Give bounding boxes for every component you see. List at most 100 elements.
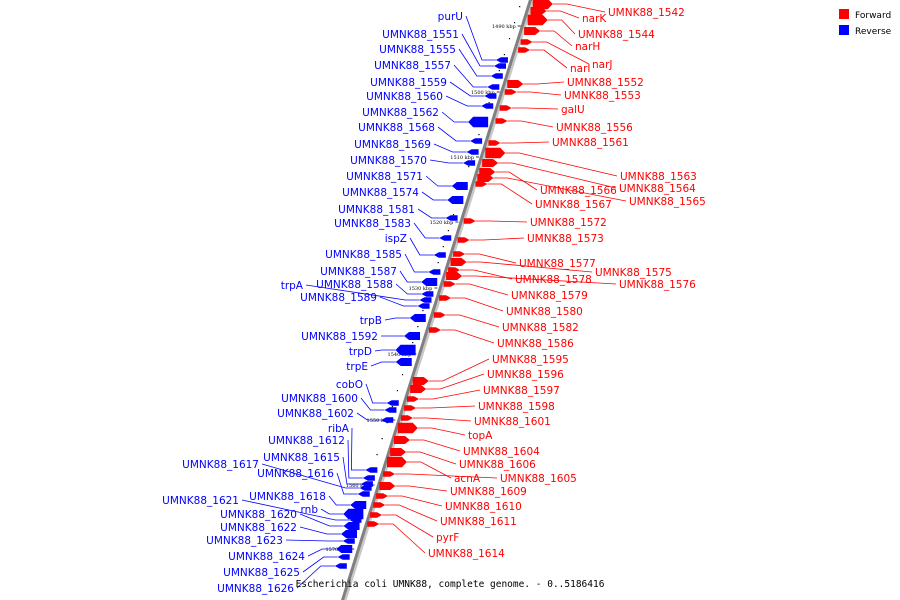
- gene-feature-umnk88-1573[interactable]: [457, 237, 470, 243]
- gene-feature-umnk88-1588[interactable]: [421, 291, 434, 297]
- gene-label-umnk88-1600[interactable]: UMNK88_1600: [281, 393, 358, 405]
- gene-label-umnk88-1609[interactable]: UMNK88_1609: [450, 486, 527, 498]
- gene-label-umnk88-1551[interactable]: UMNK88_1551: [382, 29, 459, 41]
- gene-label-umnk88-1614[interactable]: UMNK88_1614: [428, 548, 505, 560]
- gene-feature-umnk88-1621[interactable]: [349, 517, 362, 523]
- gene-feature-umnk88-1571[interactable]: [451, 182, 468, 190]
- gene-feature-umnk88-1623[interactable]: [342, 538, 355, 544]
- gene-feature-umnk88-1578[interactable]: [448, 267, 461, 273]
- gene-feature-umnk88-1598[interactable]: [404, 405, 417, 411]
- gene-feature-umnk88-1553[interactable]: [504, 89, 517, 95]
- gene-label-umnk88-1574[interactable]: UMNK88_1574: [342, 187, 419, 199]
- gene-label-umnk88-1564[interactable]: UMNK88_1564: [619, 183, 696, 195]
- gene-label-narj[interactable]: narJ: [592, 59, 613, 71]
- gene-label-umnk88-1571[interactable]: UMNK88_1571: [346, 171, 423, 183]
- gene-label-umnk88-1563[interactable]: UMNK88_1563: [620, 171, 697, 183]
- gene-feature-umnk88-1576[interactable]: [446, 272, 463, 280]
- gene-label-umnk88-1577[interactable]: UMNK88_1577: [519, 258, 596, 270]
- gene-feature-nari[interactable]: [518, 47, 531, 53]
- gene-label-umnk88-1622[interactable]: UMNK88_1622: [220, 522, 297, 534]
- gene-label-umnk88-1559[interactable]: UMNK88_1559: [370, 77, 447, 89]
- gene-feature-umnk88-1582[interactable]: [433, 312, 446, 318]
- gene-label-umnk88-1615[interactable]: UMNK88_1615: [263, 452, 340, 464]
- gene-label-umnk88-1575[interactable]: UMNK88_1575: [595, 267, 672, 279]
- gene-feature-umnk88-1616[interactable]: [357, 491, 370, 497]
- gene-feature-umnk88-1585[interactable]: [428, 269, 441, 275]
- gene-label-cobo[interactable]: cobO: [336, 379, 363, 391]
- gene-feature-umnk88-1618[interactable]: [350, 501, 367, 509]
- gene-label-umnk88-1562[interactable]: UMNK88_1562: [362, 107, 439, 119]
- gene-feature-rnb[interactable]: [343, 508, 364, 520]
- gene-label-umnk88-1555[interactable]: UMNK88_1555: [379, 44, 456, 56]
- gene-feature-acna[interactable]: [386, 456, 407, 468]
- gene-feature-umnk88-1596[interactable]: [410, 385, 427, 393]
- gene-feature-umnk88-1579[interactable]: [443, 281, 456, 287]
- gene-label-umnk88-1624[interactable]: UMNK88_1624: [228, 551, 305, 563]
- gene-label-umnk88-1583[interactable]: UMNK88_1583: [334, 218, 411, 230]
- gene-label-umnk88-1595[interactable]: UMNK88_1595: [492, 354, 569, 366]
- gene-feature-umnk88-1570[interactable]: [463, 160, 476, 166]
- gene-feature-umnk88-1577[interactable]: [453, 251, 466, 257]
- gene-feature-cobo[interactable]: [386, 400, 399, 406]
- gene-feature-umnk88-1552[interactable]: [507, 80, 524, 88]
- gene-label-umnk88-1567[interactable]: UMNK88_1567: [535, 199, 612, 211]
- gene-label-umnk88-1616[interactable]: UMNK88_1616: [257, 468, 334, 480]
- gene-feature-umnk88-1609[interactable]: [379, 482, 396, 490]
- gene-feature-trpd[interactable]: [395, 344, 416, 356]
- gene-feature-umnk88-1587[interactable]: [421, 278, 438, 286]
- gene-label-acna[interactable]: acnA: [454, 473, 481, 485]
- gene-feature-umnk88-1624[interactable]: [336, 545, 353, 553]
- gene-label-umnk88-1602[interactable]: UMNK88_1602: [277, 408, 354, 420]
- gene-feature-umnk88-1555[interactable]: [490, 73, 503, 79]
- gene-feature-umnk88-1544[interactable]: [527, 14, 548, 26]
- gene-label-umnk88-1556[interactable]: UMNK88_1556: [556, 122, 633, 134]
- gene-feature-umnk88-1612[interactable]: [362, 475, 375, 481]
- gene-label-pyrf[interactable]: pyrF: [436, 532, 459, 544]
- gene-label-umnk88-1561[interactable]: UMNK88_1561: [552, 137, 629, 149]
- gene-label-umnk88-1589[interactable]: UMNK88_1589: [300, 292, 377, 304]
- gene-label-riba[interactable]: ribA: [328, 423, 350, 435]
- gene-feature-umnk88-1568[interactable]: [470, 138, 483, 144]
- gene-label-umnk88-1592[interactable]: UMNK88_1592: [301, 331, 378, 343]
- gene-label-puru[interactable]: purU: [438, 11, 463, 23]
- gene-label-umnk88-1605[interactable]: UMNK88_1605: [500, 473, 577, 485]
- gene-feature-narj[interactable]: [520, 39, 533, 45]
- gene-label-umnk88-1585[interactable]: UMNK88_1585: [325, 249, 402, 261]
- gene-label-umnk88-1621[interactable]: UMNK88_1621: [162, 495, 239, 507]
- gene-label-umnk88-1581[interactable]: UMNK88_1581: [338, 204, 415, 216]
- gene-label-rnb[interactable]: rnb: [301, 504, 319, 516]
- gene-label-umnk88-1572[interactable]: UMNK88_1572: [530, 217, 607, 229]
- gene-label-umnk88-1570[interactable]: UMNK88_1570: [350, 155, 427, 167]
- gene-label-umnk88-1588[interactable]: UMNK88_1588: [316, 279, 393, 291]
- gene-label-umnk88-1625[interactable]: UMNK88_1625: [223, 567, 300, 579]
- gene-label-umnk88-1618[interactable]: UMNK88_1618: [249, 491, 326, 503]
- gene-feature-umnk88-1574[interactable]: [447, 196, 464, 204]
- gene-feature-umnk88-1626[interactable]: [334, 563, 347, 569]
- gene-label-trpa[interactable]: trpA: [281, 280, 304, 292]
- gene-label-umnk88-1553[interactable]: UMNK88_1553: [564, 90, 641, 102]
- gene-feature-umnk88-1563[interactable]: [485, 147, 506, 159]
- gene-feature-umnk88-1556[interactable]: [495, 118, 508, 124]
- gene-feature-umnk88-1589[interactable]: [417, 303, 430, 309]
- gene-feature-umnk88-1620[interactable]: [343, 522, 360, 530]
- gene-label-umnk88-1620[interactable]: UMNK88_1620: [220, 509, 297, 521]
- gene-feature-umnk88-1601[interactable]: [400, 415, 413, 421]
- gene-label-umnk88-1578[interactable]: UMNK88_1578: [515, 274, 592, 286]
- gene-label-umnk88-1560[interactable]: UMNK88_1560: [366, 91, 443, 103]
- gene-feature-trpe[interactable]: [395, 358, 412, 366]
- gene-feature-pyrf[interactable]: [370, 512, 383, 518]
- legend-item-reverse[interactable]: Reverse: [839, 25, 892, 37]
- gene-label-umnk88-1586[interactable]: UMNK88_1586: [497, 338, 574, 350]
- gene-label-umnk88-1568[interactable]: UMNK88_1568: [358, 122, 435, 134]
- gene-feature-umnk88-1592[interactable]: [404, 332, 421, 340]
- gene-feature-umnk88-1557[interactable]: [487, 84, 500, 90]
- gene-feature-umnk88-1614[interactable]: [367, 521, 380, 527]
- gene-feature-umnk88-1583[interactable]: [439, 235, 452, 241]
- gene-feature-nark[interactable]: [530, 7, 547, 15]
- gene-feature-umnk88-1595[interactable]: [412, 377, 429, 385]
- gene-label-narh[interactable]: narH: [575, 41, 600, 53]
- gene-feature-umnk88-1606[interactable]: [390, 448, 407, 456]
- gene-label-umnk88-1601[interactable]: UMNK88_1601: [474, 416, 551, 428]
- gene-feature-umnk88-1560[interactable]: [481, 103, 494, 109]
- gene-feature-galu[interactable]: [499, 105, 512, 111]
